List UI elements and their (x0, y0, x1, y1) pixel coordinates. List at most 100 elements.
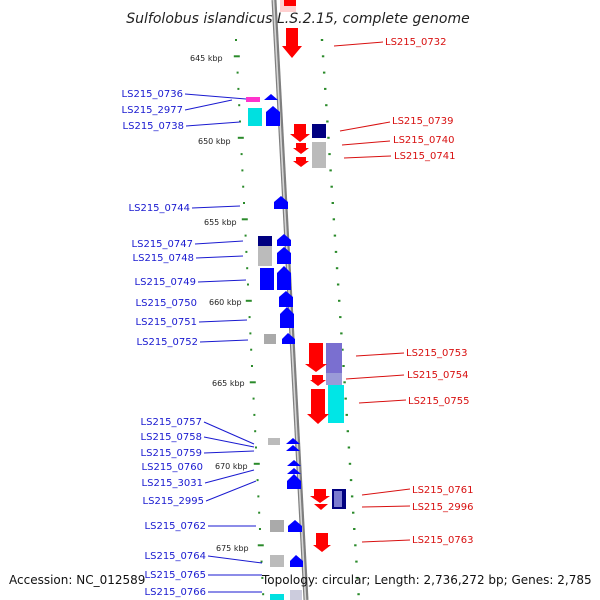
gene-label[interactable]: LS215_0758 (141, 432, 202, 443)
gene-arrow (277, 247, 291, 264)
label-leader (345, 374, 405, 380)
label-leader (185, 121, 241, 127)
gene-label[interactable]: LS215_0760 (142, 462, 203, 473)
tick-marks (233, 39, 360, 596)
label-leader (184, 93, 247, 100)
kbp-label-665: 665 kbp (212, 379, 245, 388)
gene-arrow (286, 445, 300, 451)
gene-arrow (264, 94, 278, 100)
gene-label[interactable]: LS215_0750 (136, 298, 197, 309)
gene-label[interactable]: LS215_0764 (145, 551, 206, 562)
label-leader (355, 352, 405, 357)
gene-label[interactable]: LS215_0732 (385, 37, 446, 48)
gene-label[interactable]: LS215_0751 (136, 317, 197, 328)
gene-label[interactable]: LS215_0741 (394, 151, 455, 162)
label-leader (333, 41, 384, 47)
gene-label[interactable]: LS215_0766 (145, 587, 206, 598)
gene-arrow (284, 0, 296, 6)
gene-label[interactable]: LS215_0755 (408, 396, 469, 407)
gene-arrow (288, 520, 302, 532)
gene-arrow (287, 474, 301, 489)
gene-label[interactable]: LS215_0757 (141, 417, 202, 428)
gene-label[interactable]: LS215_0744 (129, 203, 190, 214)
gene-arrow (293, 143, 309, 154)
similarity-block (326, 343, 342, 373)
similarity-block (270, 594, 284, 600)
label-leader (203, 436, 255, 448)
gene-label[interactable]: LS215_2996 (412, 502, 473, 513)
kbp-label-650: 650 kbp (198, 137, 231, 146)
gene-label[interactable]: LS215_0754 (407, 370, 468, 381)
gene-label[interactable]: LS215_0747 (132, 239, 193, 250)
gene-arrow (313, 533, 331, 552)
gene-arrow (307, 389, 329, 424)
gene-arrow (279, 291, 293, 307)
label-leader (191, 205, 241, 209)
gene-label[interactable]: LS215_0763 (412, 535, 473, 546)
gene-label[interactable]: LS215_0748 (133, 253, 194, 264)
accession-text: Accession: NC_012589 (9, 573, 146, 587)
similarity-block (328, 385, 344, 423)
gene-arrow (310, 489, 330, 503)
label-leader (198, 319, 248, 323)
label-leader (195, 255, 244, 259)
gene-label[interactable]: LS215_0761 (412, 485, 473, 496)
gene-arrow (314, 504, 328, 510)
left-gene-labels: LS215_0736 LS215_2977 LS215_0738 LS215_0… (122, 89, 263, 598)
gene-label[interactable]: LS215_2995 (143, 496, 204, 507)
gene-label[interactable]: LS215_0738 (123, 121, 184, 132)
gene-arrow (290, 555, 303, 567)
gene-arrow (277, 234, 291, 246)
gene-arrow (282, 333, 295, 344)
gene-label[interactable]: LS215_3031 (142, 478, 203, 489)
gene-arrow (305, 343, 327, 372)
label-leader (203, 421, 255, 445)
similarity-block (264, 334, 276, 344)
gene-arrow (266, 106, 280, 126)
label-leader (361, 505, 411, 508)
gene-label[interactable]: LS215_0765 (145, 570, 206, 581)
gene-arrow (280, 307, 294, 328)
gene-arrow (286, 438, 300, 444)
similarity-block (312, 142, 326, 168)
forward-strand-genes (246, 94, 303, 567)
kbp-label-675: 675 kbp (216, 544, 249, 553)
label-leader (204, 469, 255, 484)
label-leader (358, 399, 407, 404)
gene-label[interactable]: LS215_0749 (135, 277, 196, 288)
label-leader (184, 99, 233, 111)
label-leader (343, 155, 392, 159)
gene-label[interactable]: LS215_0753 (406, 348, 467, 359)
reverse-strand-genes (282, 0, 331, 552)
similarity-block (312, 124, 326, 138)
similarity-block (260, 268, 274, 290)
similarity-block (326, 373, 342, 385)
label-leader (361, 488, 411, 496)
similarity-block (290, 590, 302, 600)
kbp-label-670: 670 kbp (215, 462, 248, 471)
map-title: Sulfolobus islandicus L.S.2.15, complete… (126, 11, 469, 27)
gene-label[interactable]: LS215_0762 (145, 521, 206, 532)
gene-arrow (287, 468, 301, 474)
gene-label[interactable]: LS215_0752 (137, 337, 198, 348)
similarity-block (270, 520, 284, 532)
kbp-label-645: 645 kbp (190, 54, 223, 63)
rna-gene (246, 97, 260, 102)
similarity-block (270, 555, 284, 567)
topology-text: Topology: circular; Length: 2,736,272 bp… (262, 573, 592, 587)
label-leader (197, 279, 247, 283)
kbp-scale: 645 kbp 650 kbp 655 kbp 660 kbp 665 kbp … (190, 54, 249, 553)
gene-arrow (293, 157, 309, 167)
gene-label[interactable]: LS215_2977 (122, 105, 183, 116)
label-leader (203, 450, 255, 454)
gene-label[interactable]: LS215_0739 (392, 116, 453, 127)
gene-label[interactable]: LS215_0740 (393, 135, 454, 146)
label-leader (341, 140, 391, 146)
label-leader (207, 555, 263, 564)
gene-label[interactable]: LS215_0759 (141, 448, 202, 459)
gene-label[interactable]: LS215_0736 (122, 89, 183, 100)
gene-arrow (277, 266, 291, 290)
similarity-block (258, 246, 272, 266)
